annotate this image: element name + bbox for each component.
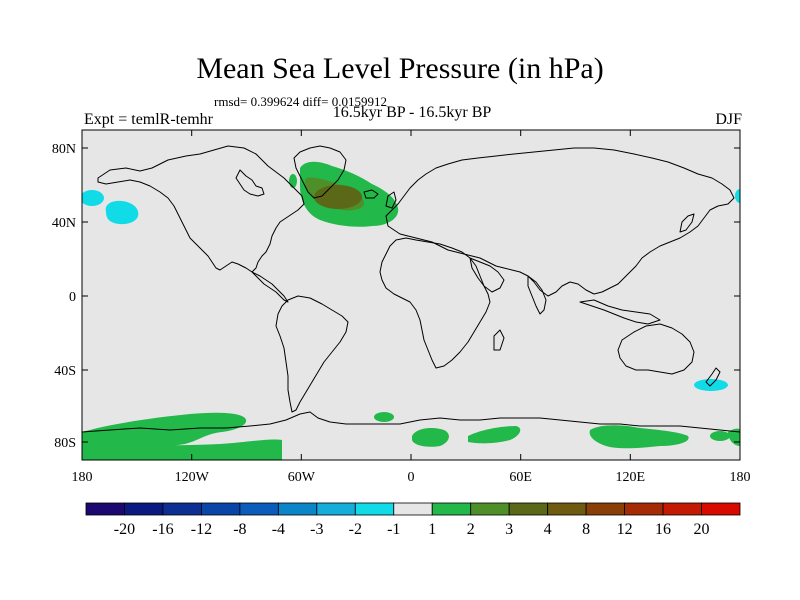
india-coast [527,275,547,315]
lon-tick-label: 60W [288,470,316,485]
north-pacific-negative-region [105,200,139,225]
lat-tick-label: 40S [54,364,76,379]
colorbar-swatch [277,502,318,516]
stats-text: rmsd= 0.399624 diff= 0.0159912 [214,94,387,109]
pacific-east-edge-negative [735,189,740,203]
lon-tick-label: 60E [509,470,532,485]
colorbar-label: 16 [655,521,671,538]
lon-tick-label: 120E [616,470,646,485]
colorbar-swatch [470,502,510,516]
coastlines [82,145,740,433]
experiment-label: Expt = temlR-temhr [84,111,213,128]
antarctic-pacific-lower-strip [82,439,282,460]
colorbar-swatch [85,502,125,516]
lon-tick-label: 180 [72,470,93,485]
greenland-west-spot [289,174,297,188]
colorbar-label: 1 [428,521,436,538]
colorbar-swatch [124,502,164,516]
colorbar-label: 20 [694,521,710,538]
north-atlantic-core-region [314,185,362,209]
map-title: Mean Sea Level Pressure (in hPa) [196,52,604,85]
colorbar-label: -12 [191,521,212,538]
colorbar-label: 12 [617,521,633,538]
colorbar-label: -2 [349,521,362,538]
indonesia-coast [579,299,661,325]
madagascar-coast [493,329,505,351]
arabia-coast [469,257,505,293]
greenland-coast [293,145,347,199]
uk-coast [385,191,397,209]
lon-tick-label: 0 [408,470,415,485]
colorbar-label: 8 [582,521,590,538]
lat-tick-label: 80S [54,436,76,451]
colorbar-label: 3 [505,521,513,538]
colorbar: -20 -16 -12 -8 -4 -3 -2 -1 1 2 3 4 8 12 16 20 [85,502,741,538]
colorbar-swatch [508,502,549,516]
lon-tick-label: 180 [730,470,751,485]
map-plot-area [82,130,740,460]
colorbar-swatch [624,502,664,516]
lat-tick-label: 0 [69,290,76,305]
colorbar-swatch [393,502,433,516]
colorbar-swatch [547,502,587,516]
weddell-positive-spot [374,412,394,422]
anomaly-fields [82,161,740,460]
colorbar-swatch [354,502,395,516]
colorbar-swatch [585,502,625,516]
longitude-ticks: 180 120W 60W 0 60E 120E 180 [72,130,751,485]
colorbar-label: -3 [310,521,323,538]
colorbar-swatch [201,502,241,516]
hudson-bay-coast [235,169,265,197]
lat-tick-label: 40N [52,216,76,231]
season-label: DJF [715,111,742,128]
new-zealand-coast [705,367,721,387]
iceland-coast [363,189,379,199]
antarctic-east-positive-region [589,425,689,449]
period-text: 16.5kyr BP - 16.5kyr BP [332,104,492,121]
colorbar-label: -1 [387,521,400,538]
colorbar-label: -8 [233,521,246,538]
south-america-coast [275,295,349,413]
latitude-ticks: 80N 40N 0 40S 80S [52,142,740,451]
colorbar-swatch [431,502,472,516]
antarctic-pacific-positive-region [82,412,247,452]
eurasia-coast [385,147,735,297]
japan-coast [679,213,695,233]
central-america-coast [251,271,289,303]
north-america-coast [97,145,305,273]
antarctic-indian-positive-region [468,426,521,444]
colorbar-swatch [162,502,202,516]
colorbar-label: -4 [272,521,285,538]
colorbar-label: 2 [467,521,475,538]
africa-coast [379,237,491,369]
lon-tick-label: 120W [175,470,210,485]
colorbar-swatch [662,502,702,516]
pacific-west-edge-negative [82,190,104,206]
colorbar-swatch [316,502,356,516]
colorbar-label: -16 [152,521,173,538]
colorbar-swatch [239,502,279,516]
antarctica-coast [82,411,740,433]
colorbar-label: -20 [114,521,135,538]
colorbar-label: 4 [544,521,552,538]
antarctic-ross-positive-spot [710,431,730,441]
australia-coast [617,323,695,375]
antarctic-atlantic-positive-spot [412,428,449,447]
lat-tick-label: 80N [52,142,76,157]
colorbar-swatch [701,502,741,516]
